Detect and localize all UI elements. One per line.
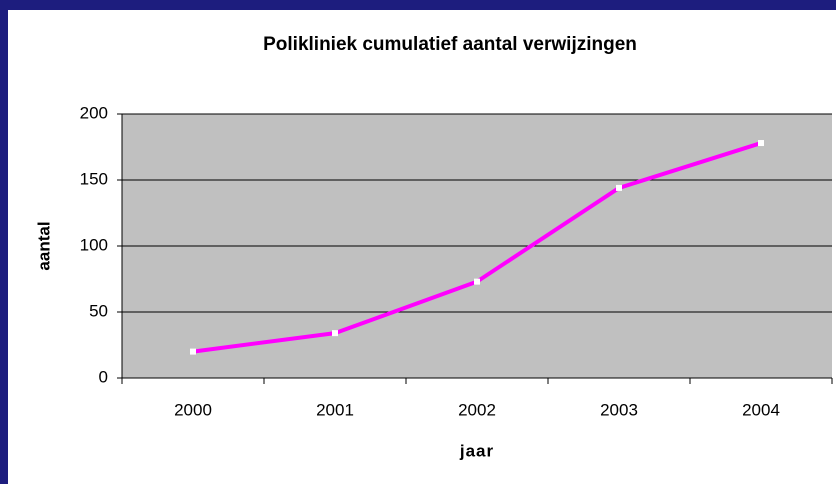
x-tick-label: 2004 bbox=[742, 400, 780, 419]
x-tick-label: 2003 bbox=[600, 400, 638, 419]
y-tick-label: 150 bbox=[80, 169, 108, 188]
y-tick-label: 0 bbox=[99, 367, 108, 386]
x-tick-label: 2002 bbox=[458, 400, 496, 419]
data-marker bbox=[474, 278, 480, 285]
y-axis-label: aantal bbox=[34, 221, 53, 270]
y-tick-label: 50 bbox=[89, 301, 108, 320]
data-marker bbox=[332, 330, 338, 337]
x-axis-label: jaar bbox=[459, 441, 494, 460]
data-marker bbox=[190, 348, 196, 355]
x-tick-label: 2001 bbox=[316, 400, 354, 419]
data-marker bbox=[758, 140, 764, 147]
chart-title: Polikliniek cumulatief aantal verwijzing… bbox=[263, 34, 637, 55]
y-tick-label: 100 bbox=[80, 235, 108, 254]
y-tick-label: 200 bbox=[80, 103, 108, 122]
x-tick-label: 2000 bbox=[174, 400, 212, 419]
data-marker bbox=[616, 184, 622, 191]
